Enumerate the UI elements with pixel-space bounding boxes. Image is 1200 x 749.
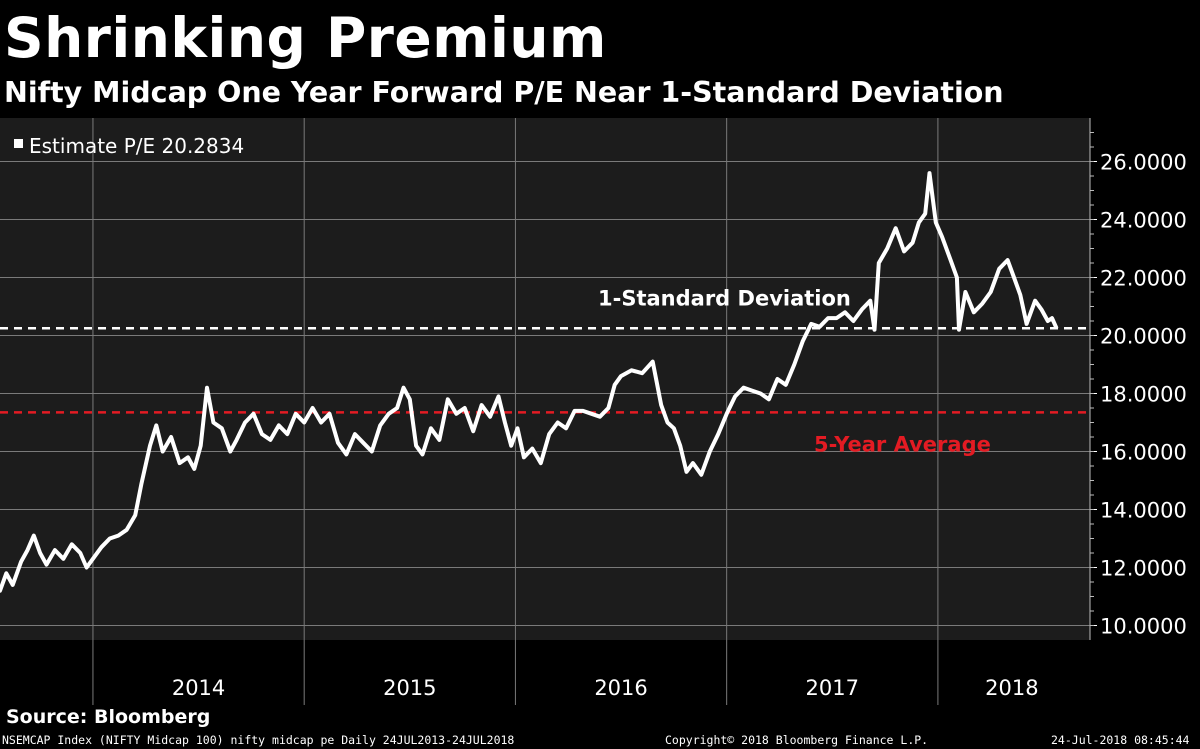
reference-lines: 1-Standard Deviation 5-Year Average [0, 286, 1090, 456]
chart-subtitle: Nifty Midcap One Year Forward P/E Near 1… [4, 76, 1004, 109]
x-tick-label: 2018 [985, 676, 1038, 700]
x-tick-label: 2016 [594, 676, 647, 700]
legend: Estimate P/E 20.2834 [14, 134, 244, 158]
y-axis: 10.0000 12.0000 14.0000 16.0000 18.0000 20.00… [1089, 118, 1187, 640]
series-group [0, 171, 1059, 593]
y-tick-label: 26.0000 [1100, 151, 1187, 175]
std-deviation-label: 1-Standard Deviation [598, 286, 851, 310]
legend-label: Estimate P/E 20.2834 [29, 134, 244, 158]
y-tick-label: 12.0000 [1100, 557, 1187, 581]
x-tick-label: 2015 [383, 676, 436, 700]
footer: NSEMCAP Index (NIFTY Midcap 100) nifty m… [0, 731, 1200, 749]
footer-left: NSEMCAP Index (NIFTY Midcap 100) nifty m… [2, 733, 515, 747]
x-tick-label: 2014 [172, 676, 225, 700]
y-tick-label: 10.0000 [1100, 615, 1187, 639]
source-note: Source: Bloomberg [6, 706, 211, 728]
footer-right: 24-Jul-2018 08:45:44 [1051, 733, 1190, 747]
y-tick-label: 14.0000 [1100, 499, 1187, 523]
x-axis: 201320142015201620172018 [92, 640, 1039, 705]
y-tick-label: 16.0000 [1100, 441, 1187, 465]
chart: 10.0000 12.0000 14.0000 16.0000 18.0000 20.00… [0, 118, 1187, 705]
x-tick-label: 2017 [806, 676, 859, 700]
y-tick-label: 24.0000 [1100, 209, 1187, 233]
footer-center: Copyright© 2018 Bloomberg Finance L.P. [665, 733, 929, 747]
five-year-average-label: 5-Year Average [814, 432, 991, 456]
legend-swatch [14, 139, 23, 148]
series-line-estimate-pe [0, 171, 1059, 593]
chart-title: Shrinking Premium [4, 6, 607, 70]
y-tick-label: 20.0000 [1100, 325, 1187, 349]
plot-area [0, 118, 1090, 640]
y-tick-label: 18.0000 [1100, 383, 1187, 407]
y-tick-label: 22.0000 [1100, 267, 1187, 291]
